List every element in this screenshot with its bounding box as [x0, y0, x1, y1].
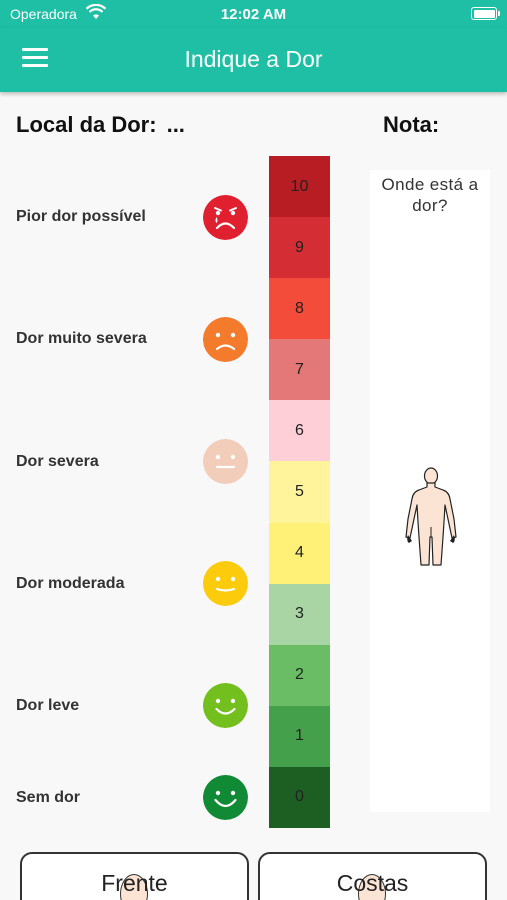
smile-face-icon — [203, 683, 248, 728]
hamburger-menu-icon[interactable] — [22, 48, 48, 70]
scale-segment-0[interactable]: 0 — [269, 766, 330, 829]
body-head-icon — [358, 874, 386, 900]
pain-location-label: Local da Dor: — [16, 112, 157, 137]
scale-segment-8[interactable]: 8 — [269, 278, 330, 340]
scale-segment-5[interactable]: 5 — [269, 461, 330, 523]
scale-segment-4[interactable]: 4 — [269, 522, 330, 584]
score-label: Nota: — [383, 112, 440, 137]
scale-segment-7[interactable]: 7 — [269, 339, 330, 401]
scale-segment-6[interactable]: 6 — [269, 400, 330, 462]
pain-level-label: Dor moderada — [16, 575, 125, 592]
page-title: Indique a Dor — [184, 46, 323, 72]
scale-segment-9[interactable]: 9 — [269, 217, 330, 279]
pain-level-label: Dor leve — [16, 697, 80, 714]
body-map-panel: Onde está a dor? — [370, 170, 490, 812]
scale-segment-1[interactable]: 1 — [269, 705, 330, 767]
scale-segment-2[interactable]: 2 — [269, 644, 330, 706]
status-bar: Operadora 12:02 AM — [0, 0, 507, 28]
front-view-label: Frente — [101, 870, 168, 896]
clock: 12:02 AM — [220, 6, 287, 23]
body-map-question: Onde está a dor? — [381, 175, 479, 215]
front-view-button[interactable]: Frente — [20, 852, 249, 900]
crying-face-icon — [203, 195, 248, 240]
neutral-face-icon — [203, 439, 248, 484]
pain-level-label: Sem dor — [16, 789, 81, 806]
human-body-icon[interactable] — [402, 467, 460, 567]
nav-bar: Indique a Dor — [0, 28, 507, 92]
back-view-label: Costas — [336, 870, 409, 896]
pain-scale: 10 9 8 7 6 5 4 3 2 1 0 — [269, 156, 330, 829]
pain-level-label: Pior dor possível — [16, 208, 146, 225]
scale-segment-10[interactable]: 10 — [269, 156, 330, 218]
wifi-icon — [85, 3, 107, 24]
slight-smile-face-icon — [203, 561, 248, 606]
battery-icon — [471, 7, 500, 20]
pain-level-label: Dor muito severa — [16, 330, 147, 347]
pain-location-value: ... — [166, 112, 185, 137]
carrier-name: Operadora — [10, 6, 77, 22]
body-head-icon — [120, 874, 148, 900]
pain-location-header: Local da Dor:... — [16, 112, 185, 138]
back-view-button[interactable]: Costas — [258, 852, 487, 900]
sad-face-icon — [203, 317, 248, 362]
pain-level-label: Dor severa — [16, 453, 99, 470]
big-smile-face-icon — [203, 775, 248, 820]
scale-segment-3[interactable]: 3 — [269, 583, 330, 645]
